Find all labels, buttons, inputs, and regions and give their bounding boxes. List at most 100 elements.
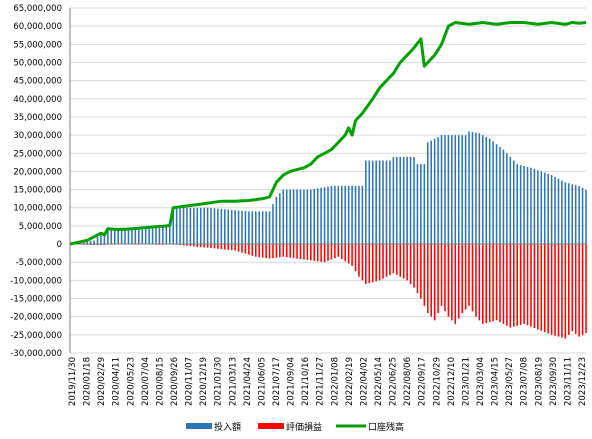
bar-invest — [272, 204, 274, 245]
bar-invest — [275, 196, 278, 245]
bar-invest — [399, 156, 402, 245]
x-tick-label: 2022/06/25 — [389, 357, 399, 406]
bar-invest — [351, 185, 353, 245]
bar-invest — [189, 207, 192, 245]
x-tick-label: 2021/07/17 — [272, 357, 282, 406]
x-tick-label: 2022/01/08 — [330, 357, 340, 406]
bar-invest — [89, 240, 92, 245]
bar-invest — [199, 207, 202, 245]
bar-invest — [303, 189, 305, 245]
bar-pl — [561, 244, 563, 338]
bar-pl — [516, 244, 518, 326]
bar-invest — [451, 135, 453, 245]
legend-label: 投入額 — [214, 421, 241, 433]
bar-pl — [241, 244, 243, 253]
bar-pl — [389, 244, 391, 275]
bar-pl — [361, 244, 364, 281]
bar-invest — [299, 189, 302, 245]
bar-pl — [564, 244, 567, 339]
bar-pl — [306, 244, 309, 260]
bar-invest — [358, 185, 360, 245]
bar-pl — [574, 244, 577, 334]
bar-pl — [282, 244, 285, 257]
bar-pl — [492, 244, 494, 322]
bar-pl — [512, 244, 515, 327]
bar-invest — [107, 230, 109, 245]
bar-invest — [168, 225, 171, 245]
bar-pl — [568, 244, 570, 335]
bar-pl — [203, 244, 205, 248]
bar-pl — [289, 244, 291, 258]
bar-pl — [347, 244, 350, 264]
bar-invest — [310, 189, 312, 245]
line-balance — [69, 21, 587, 246]
bar-pl — [396, 244, 398, 275]
bar-pl — [193, 244, 195, 247]
bar-invest — [540, 171, 543, 245]
bars-pl — [72, 244, 587, 339]
bar-pl — [375, 244, 377, 282]
bar-invest — [371, 160, 374, 245]
y-tick-label: 65,000,000 — [13, 4, 62, 14]
bar-invest — [378, 160, 381, 245]
x-tick-label: 2021/03/13 — [228, 357, 238, 406]
bar-invest — [144, 226, 147, 245]
bar-pl — [179, 244, 181, 246]
bar-pl — [227, 244, 230, 250]
x-tick-label: 2023/03/04 — [476, 357, 486, 406]
bar-invest — [113, 229, 116, 245]
bar-pl — [330, 244, 333, 260]
bar-invest — [375, 160, 377, 245]
bar-invest — [385, 160, 388, 245]
bar-pl — [351, 244, 353, 266]
bar-invest — [327, 186, 329, 245]
bar-invest — [340, 185, 343, 245]
bar-pl — [248, 244, 250, 255]
bar-invest — [471, 132, 474, 245]
x-tick-label: 2023/07/08 — [520, 357, 530, 406]
bar-pl — [485, 244, 488, 324]
y-tick-label: 50,000,000 — [13, 58, 62, 68]
x-tick-label: 2020/11/07 — [185, 357, 195, 406]
bar-invest — [457, 135, 460, 245]
bar-invest — [416, 164, 419, 245]
bar-invest — [248, 211, 250, 245]
bar-pl — [523, 244, 525, 324]
x-tick-label: 2021/11/27 — [316, 357, 326, 406]
bar-pl — [292, 244, 295, 259]
x-tick-label: 2022/09/17 — [418, 357, 428, 406]
bar-invest — [186, 207, 188, 245]
bar-pl — [316, 244, 319, 262]
bar-invest — [475, 132, 477, 245]
bar-invest — [344, 185, 346, 245]
bar-pl — [261, 244, 264, 258]
bar-pl — [426, 244, 429, 314]
bar-pl — [416, 244, 419, 294]
bar-invest — [440, 135, 443, 245]
bar-invest — [330, 185, 333, 245]
bar-pl — [444, 244, 446, 312]
y-tick-label: -15,000,000 — [10, 295, 62, 305]
bar-invest — [279, 193, 281, 245]
bar-pl — [509, 244, 512, 328]
bar-pl — [230, 244, 233, 251]
bar-pl — [581, 244, 584, 335]
bar-invest — [296, 189, 298, 245]
bar-pl — [265, 244, 267, 259]
y-tick-label: 0 — [57, 240, 62, 250]
series-line-balance — [69, 21, 587, 246]
bar-invest — [224, 209, 226, 245]
bar-pl — [471, 244, 474, 312]
bar-invest — [492, 141, 494, 245]
bar-invest — [334, 185, 336, 245]
bar-pl — [196, 244, 199, 247]
bar-invest — [347, 185, 350, 245]
x-tick-label: 2019/11/30 — [68, 357, 78, 406]
x-axis-ticks: 2019/11/30 2020/01/18 2020/02/29 2020/04/11… — [68, 357, 588, 406]
bar-invest — [561, 180, 563, 245]
y-tick-label: 5,000,000 — [19, 222, 62, 232]
bar-invest — [206, 207, 209, 245]
bar-invest — [261, 211, 264, 245]
bar-invest — [530, 167, 532, 245]
